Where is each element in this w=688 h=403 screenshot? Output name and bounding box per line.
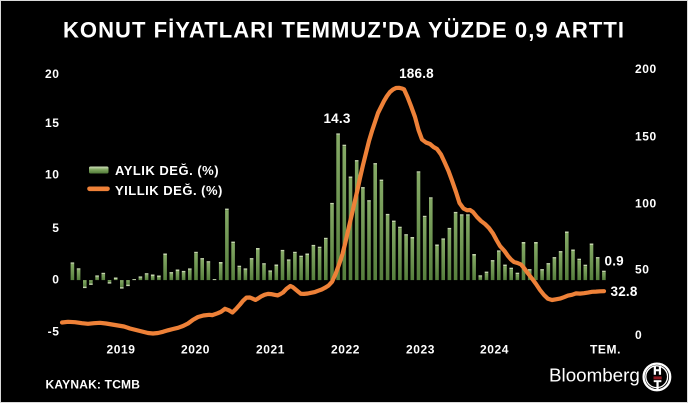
svg-text:14.3: 14.3 [323, 111, 350, 126]
svg-text:15: 15 [45, 116, 60, 130]
svg-text:200: 200 [635, 62, 657, 76]
svg-text:T: T [654, 378, 662, 392]
svg-text:50: 50 [635, 263, 650, 277]
svg-text:YILLIK DEĞ. (%): YILLIK DEĞ. (%) [115, 183, 223, 198]
svg-text:0: 0 [52, 273, 59, 287]
svg-text:20: 20 [45, 67, 60, 81]
svg-text:Bloomberg: Bloomberg [549, 365, 640, 386]
svg-text:0.9: 0.9 [605, 254, 624, 269]
svg-text:TEM.: TEM. [590, 343, 621, 357]
svg-text:100: 100 [635, 196, 657, 210]
svg-text:2023: 2023 [406, 343, 435, 357]
svg-text:2024: 2024 [480, 343, 509, 357]
svg-text:5: 5 [52, 221, 59, 235]
svg-text:2019: 2019 [106, 343, 135, 357]
svg-text:10: 10 [45, 167, 60, 181]
svg-text:2020: 2020 [181, 343, 210, 357]
svg-text:-5: -5 [48, 325, 60, 339]
svg-text:0: 0 [635, 328, 642, 342]
svg-text:150: 150 [635, 130, 657, 144]
svg-text:2021: 2021 [256, 343, 285, 357]
svg-text:KONUT FİYATLARI TEMMUZ'DA YÜZD: KONUT FİYATLARI TEMMUZ'DA YÜZDE 0,9 ARTT… [63, 18, 625, 43]
svg-text:2022: 2022 [331, 343, 360, 357]
svg-text:AYLIK DEĞ. (%): AYLIK DEĞ. (%) [115, 163, 219, 178]
svg-text:KAYNAK: TCMB: KAYNAK: TCMB [46, 378, 141, 392]
svg-text:186.8: 186.8 [399, 66, 434, 81]
svg-text:H: H [653, 365, 661, 377]
svg-text:32.8: 32.8 [611, 284, 638, 299]
